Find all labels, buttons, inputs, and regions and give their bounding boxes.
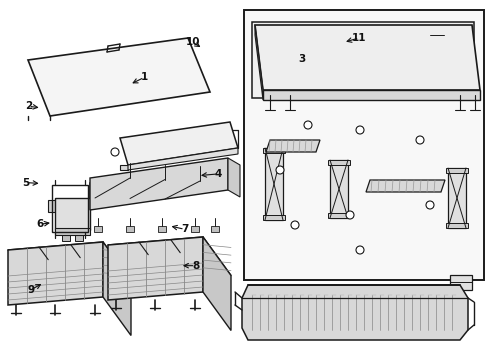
Polygon shape (103, 242, 131, 336)
Bar (445, 223, 467, 228)
Polygon shape (254, 25, 479, 90)
Polygon shape (28, 38, 209, 116)
Circle shape (290, 221, 298, 229)
Bar (244, 10, 483, 280)
Text: 4: 4 (214, 169, 222, 179)
Bar (186, 135, 197, 143)
Text: 5: 5 (22, 177, 29, 188)
Bar (263, 215, 285, 220)
Circle shape (355, 126, 363, 134)
Text: 8: 8 (192, 261, 199, 271)
Polygon shape (227, 158, 240, 197)
Circle shape (355, 246, 363, 254)
Polygon shape (120, 165, 128, 170)
Bar (62, 233, 70, 241)
Polygon shape (108, 237, 203, 300)
Polygon shape (8, 242, 103, 305)
Bar (263, 148, 285, 153)
Bar (445, 168, 467, 173)
Polygon shape (263, 90, 479, 100)
Bar (327, 213, 349, 218)
Text: 10: 10 (185, 37, 200, 48)
Polygon shape (90, 163, 227, 198)
Polygon shape (55, 228, 90, 235)
Polygon shape (203, 237, 230, 330)
Polygon shape (108, 237, 230, 284)
Text: 6: 6 (37, 219, 43, 229)
Polygon shape (55, 198, 90, 230)
Polygon shape (120, 122, 238, 165)
Bar (429, 30, 443, 40)
Text: 9: 9 (27, 285, 34, 295)
Bar (126, 226, 134, 232)
Text: 11: 11 (351, 33, 366, 43)
Bar (94, 226, 102, 232)
Bar (191, 226, 199, 232)
Polygon shape (265, 140, 319, 152)
Text: 3: 3 (298, 54, 305, 64)
Polygon shape (90, 158, 227, 210)
Circle shape (111, 148, 119, 156)
Bar (447, 168, 465, 228)
Bar (75, 233, 83, 241)
Polygon shape (242, 285, 467, 340)
Bar (264, 148, 283, 220)
Polygon shape (128, 148, 238, 170)
Polygon shape (251, 22, 473, 98)
Polygon shape (254, 25, 263, 100)
Circle shape (346, 211, 353, 219)
Text: 2: 2 (25, 101, 32, 111)
Bar (449, 275, 471, 290)
Polygon shape (8, 242, 131, 288)
Bar (327, 160, 349, 165)
Circle shape (415, 136, 423, 144)
Bar (48, 200, 56, 212)
Text: 7: 7 (181, 224, 188, 234)
Text: 1: 1 (141, 72, 147, 82)
Bar (329, 160, 347, 218)
Circle shape (425, 201, 433, 209)
Bar (210, 226, 219, 232)
Polygon shape (365, 180, 444, 192)
Bar (158, 226, 165, 232)
Circle shape (304, 121, 311, 129)
Circle shape (275, 166, 284, 174)
